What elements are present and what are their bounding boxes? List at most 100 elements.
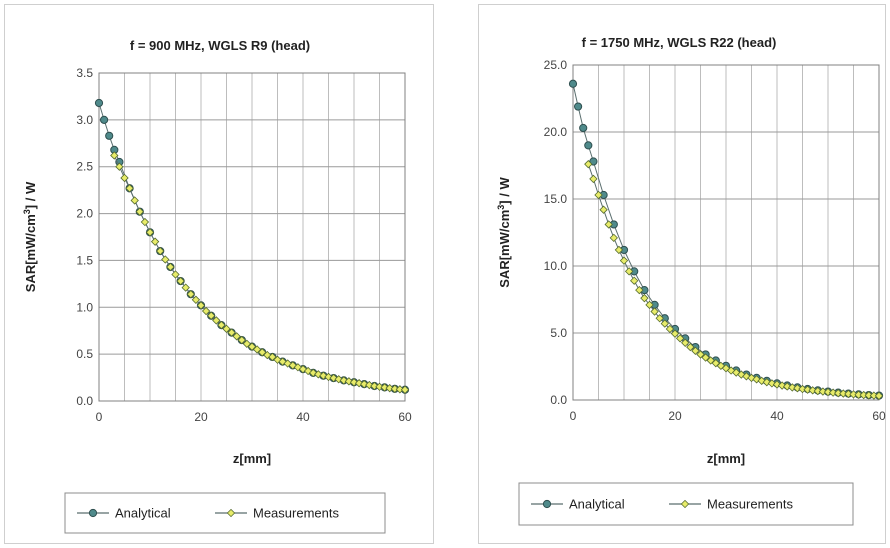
chart-title: f = 1750 MHz, WGLS R22 (head)	[582, 35, 777, 50]
data-point-measurements	[242, 339, 252, 348]
y-tick-label: 2.5	[76, 160, 93, 174]
data-point-measurements	[212, 316, 221, 325]
chart-panel-1750mhz: f = 1750 MHz, WGLS R22 (head) 0.0 5.0 10.0 1…	[478, 4, 886, 544]
data-point-measurements	[788, 383, 797, 392]
y-tick-label: 10.0	[544, 259, 568, 273]
data-point-measurements	[619, 256, 629, 265]
data-point-measurements	[742, 372, 751, 381]
data-point-measurements	[793, 384, 802, 393]
data-point-measurements	[777, 381, 787, 390]
y-tick-label: 3.0	[76, 113, 93, 127]
data-point-measurements	[125, 184, 134, 193]
data-point-measurements	[135, 207, 144, 216]
data-point-measurements	[808, 386, 817, 395]
data-point-analytical	[105, 131, 114, 140]
data-point-measurements	[191, 295, 201, 304]
y-tick-label: 1.0	[76, 300, 93, 314]
data-point-measurements	[711, 358, 720, 368]
data-point-measurements	[686, 342, 695, 352]
x-tick-label: 60	[398, 410, 412, 424]
data-point-measurements	[268, 352, 277, 362]
data-point-measurements	[624, 267, 634, 276]
data-point-measurements	[252, 345, 262, 354]
y-tick-label: 0.0	[550, 393, 567, 407]
y-tick-label: 3.5	[76, 66, 93, 80]
data-point-measurements	[227, 328, 236, 337]
data-point-measurements	[660, 319, 669, 328]
data-point-measurements	[869, 391, 879, 400]
data-point-measurements	[380, 383, 389, 392]
legend-marker-measurements	[680, 499, 690, 509]
legend-label: Measurements	[253, 506, 339, 521]
data-point-measurements	[156, 246, 165, 256]
data-point-measurements	[650, 307, 659, 316]
data-point-measurements	[599, 205, 608, 214]
data-point-measurements	[365, 380, 374, 390]
legend-marker-analytical	[88, 508, 98, 518]
data-point-measurements	[130, 196, 139, 205]
data-point-measurements	[798, 384, 807, 394]
data-point-measurements	[303, 366, 313, 376]
x-tick-label: 0	[96, 410, 103, 424]
data-point-measurements	[640, 293, 649, 303]
y-tick-label: 1.5	[76, 253, 93, 267]
data-point-analytical	[568, 79, 578, 88]
data-point-measurements	[115, 162, 124, 171]
data-point-measurements	[732, 368, 741, 377]
data-point-measurements	[767, 379, 777, 388]
data-point-measurements	[854, 390, 863, 399]
y-tick-label: 15.0	[544, 192, 568, 206]
data-point-measurements	[247, 342, 257, 351]
data-point-measurements	[390, 384, 399, 393]
y-tick-label: 20.0	[544, 125, 568, 139]
data-point-measurements	[752, 375, 761, 384]
data-point-measurements	[706, 356, 715, 365]
data-point-measurements	[171, 270, 180, 279]
data-point-measurements	[176, 276, 185, 286]
plot-area	[572, 64, 880, 401]
data-point-measurements	[329, 373, 338, 383]
chart-panel-900mhz: f = 900 MHz, WGLS R9 (head) 0.0 0.5 1.0 1.5 2…	[4, 4, 434, 544]
data-point-measurements	[217, 320, 226, 330]
x-tick-label: 20	[668, 409, 682, 423]
data-point-measurements	[584, 159, 593, 169]
data-point-measurements	[232, 332, 241, 341]
data-point-analytical	[584, 141, 593, 150]
data-point-measurements	[166, 262, 175, 272]
data-point-measurements	[823, 387, 833, 397]
data-point-measurements	[864, 391, 873, 400]
data-point-measurements	[670, 329, 680, 338]
data-point-measurements	[737, 370, 746, 379]
legend-label: Measurements	[707, 497, 793, 512]
data-point-measurements	[120, 173, 129, 183]
data-point-measurements	[859, 390, 868, 400]
data-point-measurements	[400, 385, 410, 394]
legend-marker-analytical	[542, 499, 552, 509]
data-point-measurements	[207, 311, 216, 320]
y-tick-label: 25.0	[544, 58, 568, 72]
data-point-measurements	[813, 386, 822, 396]
data-point-measurements	[186, 290, 195, 299]
chart-svg-900mhz: f = 900 MHz, WGLS R9 (head) 0.0 0.5 1.0 1.5 2…	[22, 38, 412, 534]
data-point-measurements	[691, 346, 700, 355]
data-point-measurements	[150, 237, 160, 246]
data-point-measurements	[604, 220, 613, 229]
data-point-measurements	[161, 255, 170, 264]
y-tick-label: 2.0	[76, 207, 93, 221]
data-point-analytical	[574, 102, 583, 111]
data-point-analytical	[100, 115, 109, 124]
x-tick-label: 40	[770, 409, 784, 423]
data-point-measurements	[630, 276, 639, 285]
plot-area	[98, 72, 406, 402]
data-point-measurements	[726, 366, 736, 375]
data-point-measurements	[263, 350, 272, 360]
data-point-measurements	[614, 245, 624, 255]
x-tick-label: 20	[194, 410, 208, 424]
data-point-measurements	[681, 338, 690, 347]
y-tick-label: 5.0	[550, 326, 567, 340]
x-tick-label: 40	[296, 410, 310, 424]
data-point-measurements	[222, 324, 231, 334]
chart-title: f = 900 MHz, WGLS R9 (head)	[130, 38, 310, 53]
data-point-measurements	[839, 389, 848, 398]
data-point-measurements	[110, 151, 119, 160]
